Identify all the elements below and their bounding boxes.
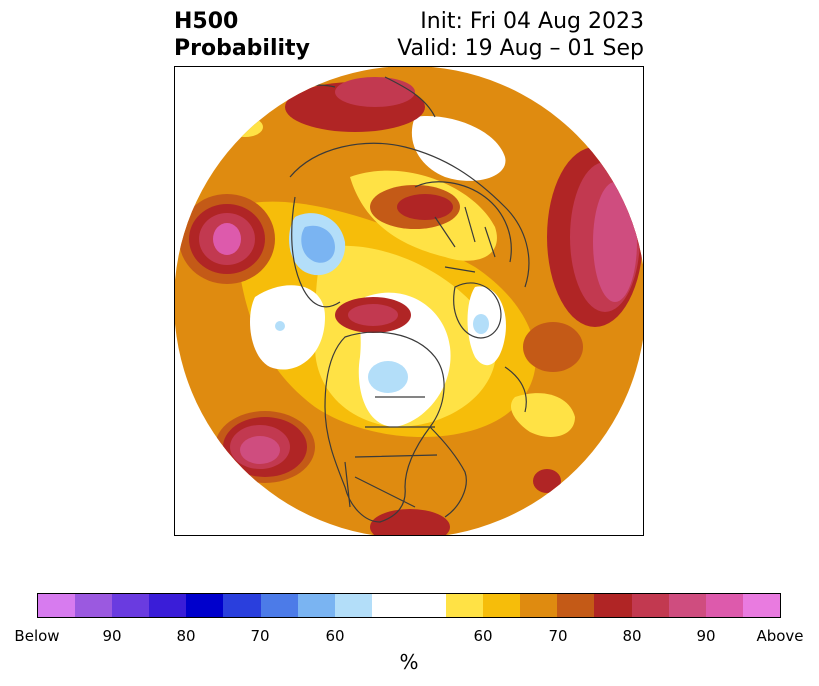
colorbar-segment [112, 594, 150, 617]
colorbar-segment [260, 594, 298, 617]
colorbar-tick-label: 60 [325, 627, 345, 645]
valid-range: Valid: 19 Aug – 01 Sep [397, 36, 644, 61]
chart-title-left: H500 Probability [174, 8, 310, 62]
colorbar-segment [446, 594, 484, 617]
colorbar-segment [520, 594, 558, 617]
colorbar-segment [75, 594, 113, 617]
probability-field [175, 67, 643, 535]
colorbar-segment [594, 594, 632, 617]
title-variable: H500 [174, 9, 239, 34]
colorbar-segment [149, 594, 187, 617]
polar-map [174, 66, 644, 536]
colorbar-tick-label: Below [14, 627, 60, 645]
colorbar-segment [742, 594, 780, 617]
colorbar-segment [483, 594, 521, 617]
colorbar-segment [223, 594, 261, 617]
title-product: Probability [174, 36, 310, 61]
colorbar-tick-label: 70 [548, 627, 568, 645]
colorbar-segment [668, 594, 706, 617]
colorbar [37, 593, 781, 618]
colorbar-segment [186, 594, 224, 617]
colorbar-unit-label: % [399, 650, 419, 674]
colorbar-segment [631, 594, 669, 617]
colorbar-tick-label: 90 [696, 627, 716, 645]
colorbar-segment [557, 594, 595, 617]
colorbar-segment [371, 594, 409, 617]
chart-title-right: Init: Fri 04 Aug 2023 Valid: 19 Aug – 01… [397, 8, 644, 62]
colorbar-segment [334, 594, 372, 617]
colorbar-segment [297, 594, 335, 617]
colorbar-tick-label: 80 [622, 627, 642, 645]
colorbar-segment [705, 594, 743, 617]
colorbar-tick-label: Above [756, 627, 804, 645]
colorbar-tick-label: 80 [176, 627, 196, 645]
colorbar-tick-label: 90 [102, 627, 122, 645]
init-date: Init: Fri 04 Aug 2023 [420, 9, 644, 34]
colorbar-segment [38, 594, 76, 617]
colorbar-segment [408, 594, 447, 617]
colorbar-tick-label: 60 [473, 627, 493, 645]
colorbar-tick-label: 70 [250, 627, 270, 645]
